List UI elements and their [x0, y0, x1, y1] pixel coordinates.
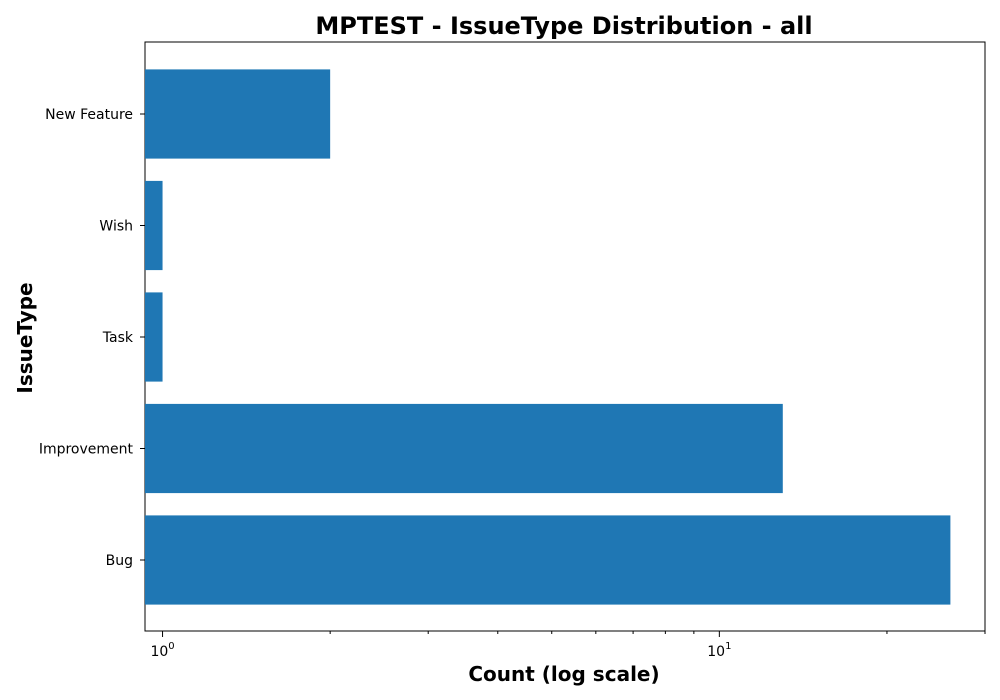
- x-ticks-group: 100 101: [150, 631, 986, 660]
- y-tick-label: Wish: [99, 219, 133, 235]
- bars-group: [145, 69, 951, 605]
- y-ticks-group: Bug Improvement Task Wish New Feature: [39, 107, 145, 569]
- y-axis-label: IssueType: [13, 282, 37, 393]
- chart-title: MPTEST - IssueType Distribution - all: [315, 12, 812, 40]
- y-tick-label: Improvement: [39, 442, 134, 458]
- x-tick-label: 100: [150, 641, 174, 660]
- y-tick-label: Bug: [106, 553, 133, 569]
- bar-task: [145, 292, 163, 382]
- y-tick-label: Task: [102, 330, 134, 346]
- bar-bug: [145, 515, 951, 605]
- x-tick-label: 101: [707, 641, 731, 660]
- bar-wish: [145, 180, 163, 271]
- bar-new-feature: [145, 69, 331, 159]
- x-axis-label: Count (log scale): [468, 662, 659, 686]
- bar-improvement: [145, 403, 783, 494]
- y-tick-label: New Feature: [45, 107, 133, 123]
